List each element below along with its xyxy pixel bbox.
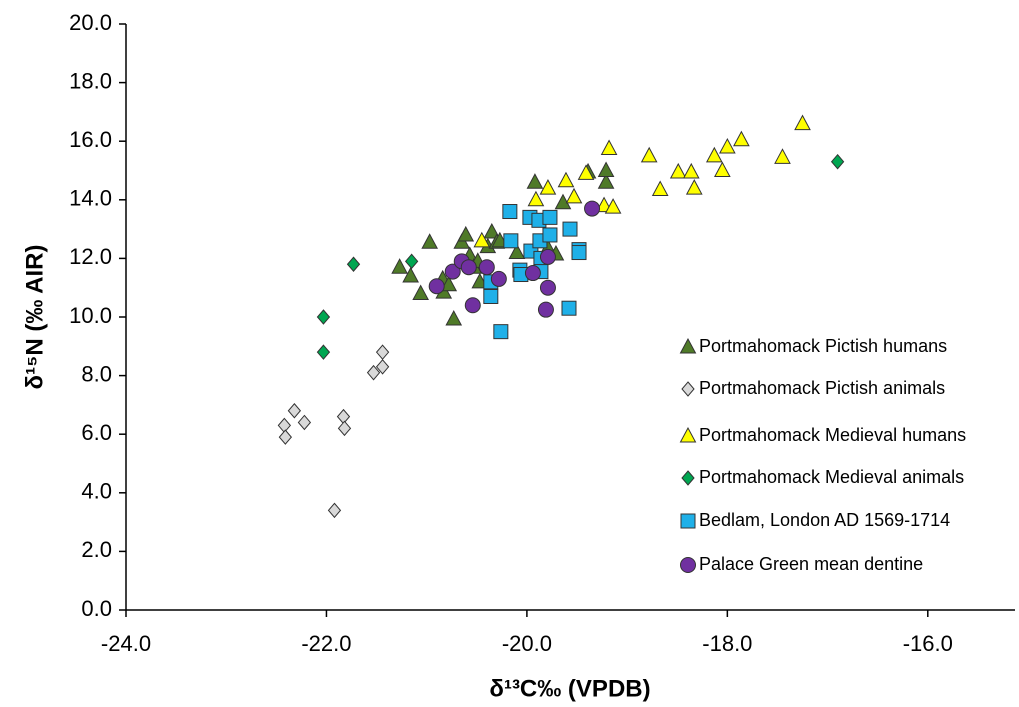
point bbox=[537, 301, 554, 318]
point bbox=[493, 324, 509, 340]
point bbox=[600, 139, 618, 156]
point bbox=[375, 359, 390, 375]
point bbox=[527, 190, 545, 207]
point bbox=[316, 344, 331, 360]
point bbox=[526, 173, 544, 189]
y-tick-label: 18.0 bbox=[69, 68, 112, 93]
y-tick-label: 8.0 bbox=[81, 361, 112, 386]
legend-marker bbox=[679, 426, 697, 443]
point bbox=[327, 502, 342, 519]
legend-label: Portmahomack Pictish humans bbox=[699, 336, 947, 356]
point bbox=[421, 233, 439, 249]
point bbox=[577, 164, 595, 180]
y-tick-label: 2.0 bbox=[81, 537, 112, 562]
point bbox=[502, 204, 518, 220]
legend-label: Portmahomack Medieval humans bbox=[699, 425, 966, 445]
point bbox=[597, 161, 615, 177]
point bbox=[404, 253, 419, 270]
point bbox=[794, 114, 811, 131]
point bbox=[557, 171, 575, 188]
point bbox=[483, 222, 501, 239]
x-tick-label: -22.0 bbox=[301, 631, 351, 656]
legend-marker bbox=[679, 337, 697, 354]
point bbox=[561, 300, 577, 316]
point bbox=[539, 248, 556, 265]
point bbox=[375, 344, 390, 360]
point bbox=[316, 309, 331, 325]
point bbox=[604, 198, 622, 214]
point bbox=[444, 263, 461, 280]
point bbox=[640, 146, 658, 163]
point bbox=[278, 429, 293, 445]
point bbox=[402, 266, 419, 283]
point bbox=[440, 275, 458, 292]
y-tick-label: 16.0 bbox=[69, 127, 112, 152]
legend-label: Palace Green mean dentine bbox=[699, 554, 923, 574]
point bbox=[565, 187, 583, 204]
point bbox=[457, 225, 475, 242]
x-tick-label: -18.0 bbox=[702, 631, 752, 656]
legend-label: Portmahomack Medieval animals bbox=[699, 467, 964, 487]
legend-marker bbox=[681, 381, 695, 397]
point bbox=[460, 259, 477, 276]
point bbox=[682, 162, 700, 179]
legend-label: Bedlam, London AD 1569-1714 bbox=[699, 510, 950, 530]
point bbox=[503, 233, 519, 249]
point bbox=[412, 284, 429, 301]
point bbox=[277, 417, 292, 434]
point bbox=[297, 414, 312, 431]
point bbox=[733, 130, 750, 147]
point bbox=[597, 173, 615, 189]
legend-marker bbox=[680, 513, 696, 529]
point bbox=[336, 408, 351, 425]
point bbox=[287, 402, 302, 419]
point bbox=[478, 259, 495, 276]
y-tick-label: 6.0 bbox=[81, 420, 112, 445]
point bbox=[539, 279, 556, 296]
legend-label: Portmahomack Pictish animals bbox=[699, 378, 945, 398]
x-axis-title: δ¹³C‰ (VPDB) bbox=[489, 675, 650, 702]
point bbox=[571, 245, 587, 261]
point bbox=[445, 309, 463, 326]
point bbox=[490, 270, 507, 287]
point bbox=[464, 297, 481, 314]
point bbox=[830, 153, 845, 170]
y-tick-label: 0.0 bbox=[81, 596, 112, 621]
point bbox=[483, 288, 499, 304]
y-axis-title: δ¹⁵N (‰ AIR) bbox=[21, 245, 48, 390]
y-tick-label: 14.0 bbox=[69, 186, 112, 211]
y-tick-label: 20.0 bbox=[69, 10, 112, 35]
point bbox=[524, 265, 541, 282]
point bbox=[562, 221, 578, 237]
point bbox=[391, 258, 408, 274]
point bbox=[714, 161, 731, 177]
point bbox=[508, 243, 526, 260]
point bbox=[542, 227, 558, 243]
point bbox=[774, 148, 791, 164]
point bbox=[428, 278, 445, 295]
x-tick-label: -20.0 bbox=[502, 631, 552, 656]
point bbox=[584, 200, 601, 217]
point bbox=[539, 179, 557, 195]
y-tick-label: 4.0 bbox=[81, 479, 112, 504]
x-tick-label: -16.0 bbox=[903, 631, 953, 656]
point bbox=[669, 162, 687, 179]
point bbox=[651, 180, 669, 197]
point bbox=[473, 231, 491, 248]
point bbox=[542, 209, 558, 225]
point bbox=[719, 138, 736, 154]
x-tick-label: -24.0 bbox=[101, 631, 151, 656]
point bbox=[366, 364, 381, 381]
point bbox=[685, 179, 703, 195]
point bbox=[346, 256, 361, 273]
legend-marker bbox=[680, 557, 696, 573]
point bbox=[337, 420, 352, 437]
legend-marker bbox=[681, 470, 695, 486]
y-tick-label: 12.0 bbox=[69, 244, 112, 269]
y-tick-label: 10.0 bbox=[69, 303, 112, 328]
point bbox=[705, 146, 723, 163]
